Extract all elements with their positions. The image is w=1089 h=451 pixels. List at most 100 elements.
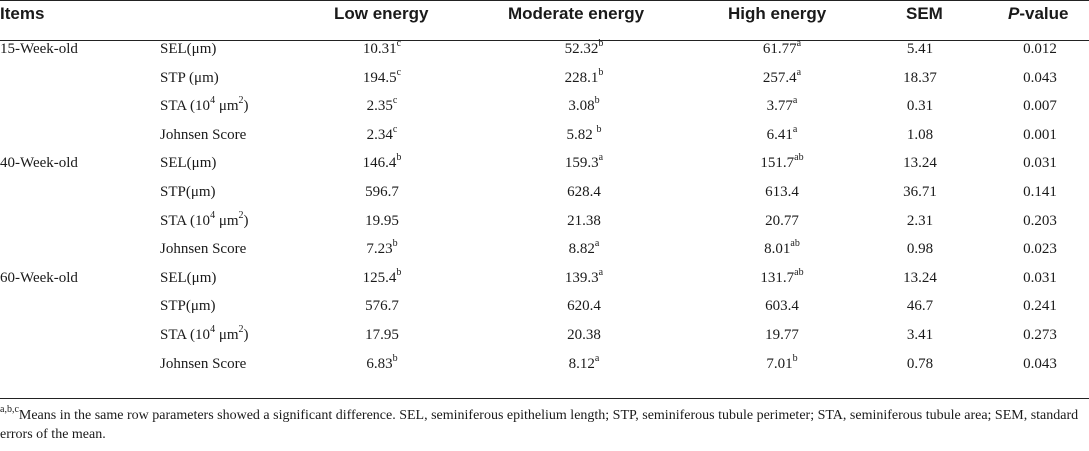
sem-value: 18.37 (903, 70, 937, 86)
header-p-rest: -value (1019, 4, 1069, 23)
moderate-energy-value-number: 139.3 (564, 270, 599, 286)
parameter-name: STP(μm) (160, 298, 216, 314)
p-value: 0.031 (1023, 270, 1057, 286)
p-value: 0.203 (1023, 213, 1057, 229)
low-energy-value-letter: c (396, 38, 402, 49)
high-energy-value: 257.4a (700, 64, 864, 92)
header-moderate-energy: Moderate energy (508, 4, 645, 23)
parameter-superscript: 4 (210, 95, 216, 106)
low-energy-value-letter: b (396, 152, 402, 163)
high-energy-value: 151.7ab (700, 149, 864, 177)
parameter-unit: μm (215, 213, 239, 229)
parameter-name: STA (104 μm2) (160, 321, 330, 349)
moderate-energy-value: 20.38 (470, 321, 698, 349)
moderate-energy-value: 159.3a (470, 149, 698, 177)
high-energy-value-letter: ab (794, 152, 804, 163)
low-energy-value-number: 17.95 (365, 327, 399, 343)
moderate-energy-value: 3.08b (470, 92, 698, 120)
moderate-energy-value-number: 52.32 (564, 41, 599, 57)
low-energy-value-number: 2.34 (366, 127, 393, 143)
moderate-energy-value-number: 21.38 (567, 213, 601, 229)
low-energy-value-letter: b (392, 238, 398, 249)
low-energy-value: 6.83b (300, 350, 464, 378)
parameter-superscript: 4 (210, 210, 216, 221)
header-low-energy: Low energy (334, 4, 429, 23)
low-energy-value-number: 194.5 (362, 70, 397, 86)
low-energy-value: 146.4b (300, 149, 464, 177)
high-energy-value: 6.41a (700, 121, 864, 149)
moderate-energy-value-number: 20.38 (567, 327, 601, 343)
low-energy-value: 2.35c (300, 92, 464, 120)
sem-value: 13.24 (903, 270, 937, 286)
parameter-name: STA (104 μm2) (160, 207, 330, 235)
p-value: 0.241 (1023, 298, 1057, 314)
moderate-energy-value-letter: b (598, 38, 604, 49)
moderate-energy-value-letter: a (598, 267, 604, 278)
moderate-energy-value: 8.82a (470, 235, 698, 263)
p-value: 0.273 (1023, 327, 1057, 343)
table-top-rule (0, 0, 1089, 1)
low-energy-value-number: 19.95 (365, 213, 399, 229)
low-energy-value-letter: c (392, 95, 398, 106)
high-energy-value-letter: ab (794, 267, 804, 278)
p-value: 0.012 (1023, 41, 1057, 57)
low-energy-value-letter: b (392, 353, 398, 364)
high-energy-value: 131.7ab (700, 264, 864, 292)
p-value: 0.043 (1023, 356, 1057, 372)
low-energy-value: 194.5c (300, 64, 464, 92)
sem-value: 13.24 (903, 155, 937, 171)
low-energy-value-number: 6.83 (366, 356, 393, 372)
moderate-energy-value-number: 3.08 (568, 98, 595, 114)
low-energy-value-number: 125.4 (362, 270, 397, 286)
low-energy-value: 7.23b (300, 235, 464, 263)
high-energy-value-number: 131.7 (760, 270, 795, 286)
low-energy-value: 125.4b (300, 264, 464, 292)
table-bottom-rule (0, 398, 1089, 399)
moderate-energy-value-letter: a (594, 238, 600, 249)
high-energy-value: 613.4 (700, 178, 864, 206)
moderate-energy-value-number: 5.82 (566, 127, 597, 143)
parameter-superscript: 4 (210, 324, 216, 335)
parameter-name: STP(μm) (160, 184, 216, 200)
high-energy-value-number: 20.77 (765, 213, 799, 229)
moderate-energy-value-letter: b (598, 67, 604, 78)
high-energy-value-letter: b (792, 353, 798, 364)
moderate-energy-value-letter: b (596, 124, 602, 135)
moderate-energy-value: 21.38 (470, 207, 698, 235)
moderate-energy-value: 5.82 b (470, 121, 698, 149)
table-header-rule (0, 40, 1089, 41)
moderate-energy-value: 139.3a (470, 264, 698, 292)
p-value: 0.023 (1023, 241, 1057, 257)
high-energy-value-letter: a (792, 95, 798, 106)
header-sem: SEM (906, 4, 943, 23)
parameter-close: ) (243, 213, 249, 229)
low-energy-value: 2.34c (300, 121, 464, 149)
high-energy-value-number: 61.77 (762, 41, 797, 57)
sem-value: 1.08 (906, 127, 934, 143)
p-value: 0.031 (1023, 155, 1057, 171)
low-energy-value-number: 10.31 (362, 41, 397, 57)
low-energy-value: 10.31c (300, 35, 464, 63)
parameter-unit-superscript: 2 (238, 324, 244, 335)
group-label: 15-Week-old (0, 41, 78, 57)
high-energy-value-letter: ab (790, 238, 800, 249)
low-energy-value: 17.95 (300, 321, 464, 349)
moderate-energy-value-letter: a (598, 152, 604, 163)
low-energy-value-number: 2.35 (366, 98, 393, 114)
moderate-energy-value: 52.32b (470, 35, 698, 63)
high-energy-value-letter: a (796, 38, 802, 49)
high-energy-value-number: 8.01 (764, 241, 791, 257)
high-energy-value-number: 19.77 (765, 327, 799, 343)
high-energy-value-number: 7.01 (766, 356, 793, 372)
parameter-name: Johnsen Score (160, 241, 247, 257)
parameter-name: STP (μm) (160, 70, 219, 86)
low-energy-value-number: 7.23 (366, 241, 393, 257)
parameter-name: STA (104 μm2) (160, 92, 330, 120)
header-p-letter: P (1008, 4, 1020, 23)
header-p-value: P-value (1008, 4, 1068, 26)
high-energy-value: 3.77a (700, 92, 864, 120)
sem-value: 0.98 (906, 241, 934, 257)
moderate-energy-value: 228.1b (470, 64, 698, 92)
moderate-energy-value: 8.12a (470, 350, 698, 378)
